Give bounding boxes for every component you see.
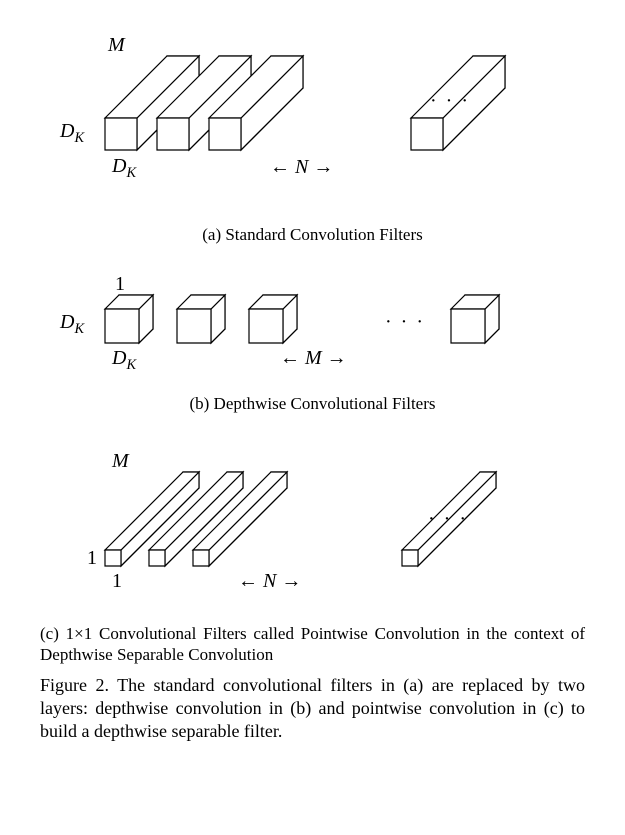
panel-b-ellipsis: · · ·	[385, 311, 425, 334]
panel-c: M 1 1 ← N → · · ·	[30, 438, 595, 613]
panel-c-count-label: N	[263, 570, 276, 592]
panel-a-height-label: DK	[60, 120, 84, 147]
panel-a-ellipsis: · · ·	[430, 90, 470, 113]
panel-b-count-label: M	[305, 347, 322, 369]
panel-c-count-row: ← N →	[238, 570, 301, 593]
panel-c-width-label: 1	[112, 570, 122, 593]
arrow-left-icon: ←	[270, 156, 290, 178]
panel-a-caption: (a) Standard Convolution Filters	[30, 225, 595, 245]
figure-caption-text: The standard convolutional filters in (a…	[40, 675, 585, 742]
arrow-right-icon: →	[327, 347, 347, 369]
panel-a-width-label: DK	[112, 155, 136, 182]
panel-b-width-label: DK	[112, 347, 136, 374]
panel-a-count-row: ← N →	[270, 156, 333, 179]
panel-c-depth-label: M	[112, 450, 129, 473]
figure-caption: Figure 2. The standard convolutional fil…	[40, 674, 585, 744]
arrow-right-icon: →	[281, 570, 301, 592]
panel-b-caption: (b) Depthwise Convolutional Filters	[30, 394, 595, 414]
figure-number: Figure 2.	[40, 675, 109, 695]
panel-c-svg	[45, 438, 605, 593]
arrow-left-icon: ←	[238, 570, 258, 592]
arrow-right-icon: →	[313, 156, 333, 178]
panel-c-ellipsis: · · ·	[428, 508, 468, 531]
arrow-left-icon: ←	[280, 347, 300, 369]
panel-a-count-label: N	[295, 156, 308, 178]
panel-a-depth-label: M	[108, 34, 125, 57]
panel-a: M DK DK ← N → · · ·	[30, 20, 595, 215]
panel-b-count-row: ← M →	[280, 347, 347, 370]
panel-c-height-label: 1	[87, 547, 97, 570]
panel-b-depth-label: 1	[115, 273, 125, 296]
panel-c-caption: (c) 1×1 Convolutional Filters called Poi…	[40, 623, 585, 666]
panel-b: 1 DK DK ← M → · · ·	[30, 269, 595, 384]
panel-b-height-label: DK	[60, 311, 84, 338]
